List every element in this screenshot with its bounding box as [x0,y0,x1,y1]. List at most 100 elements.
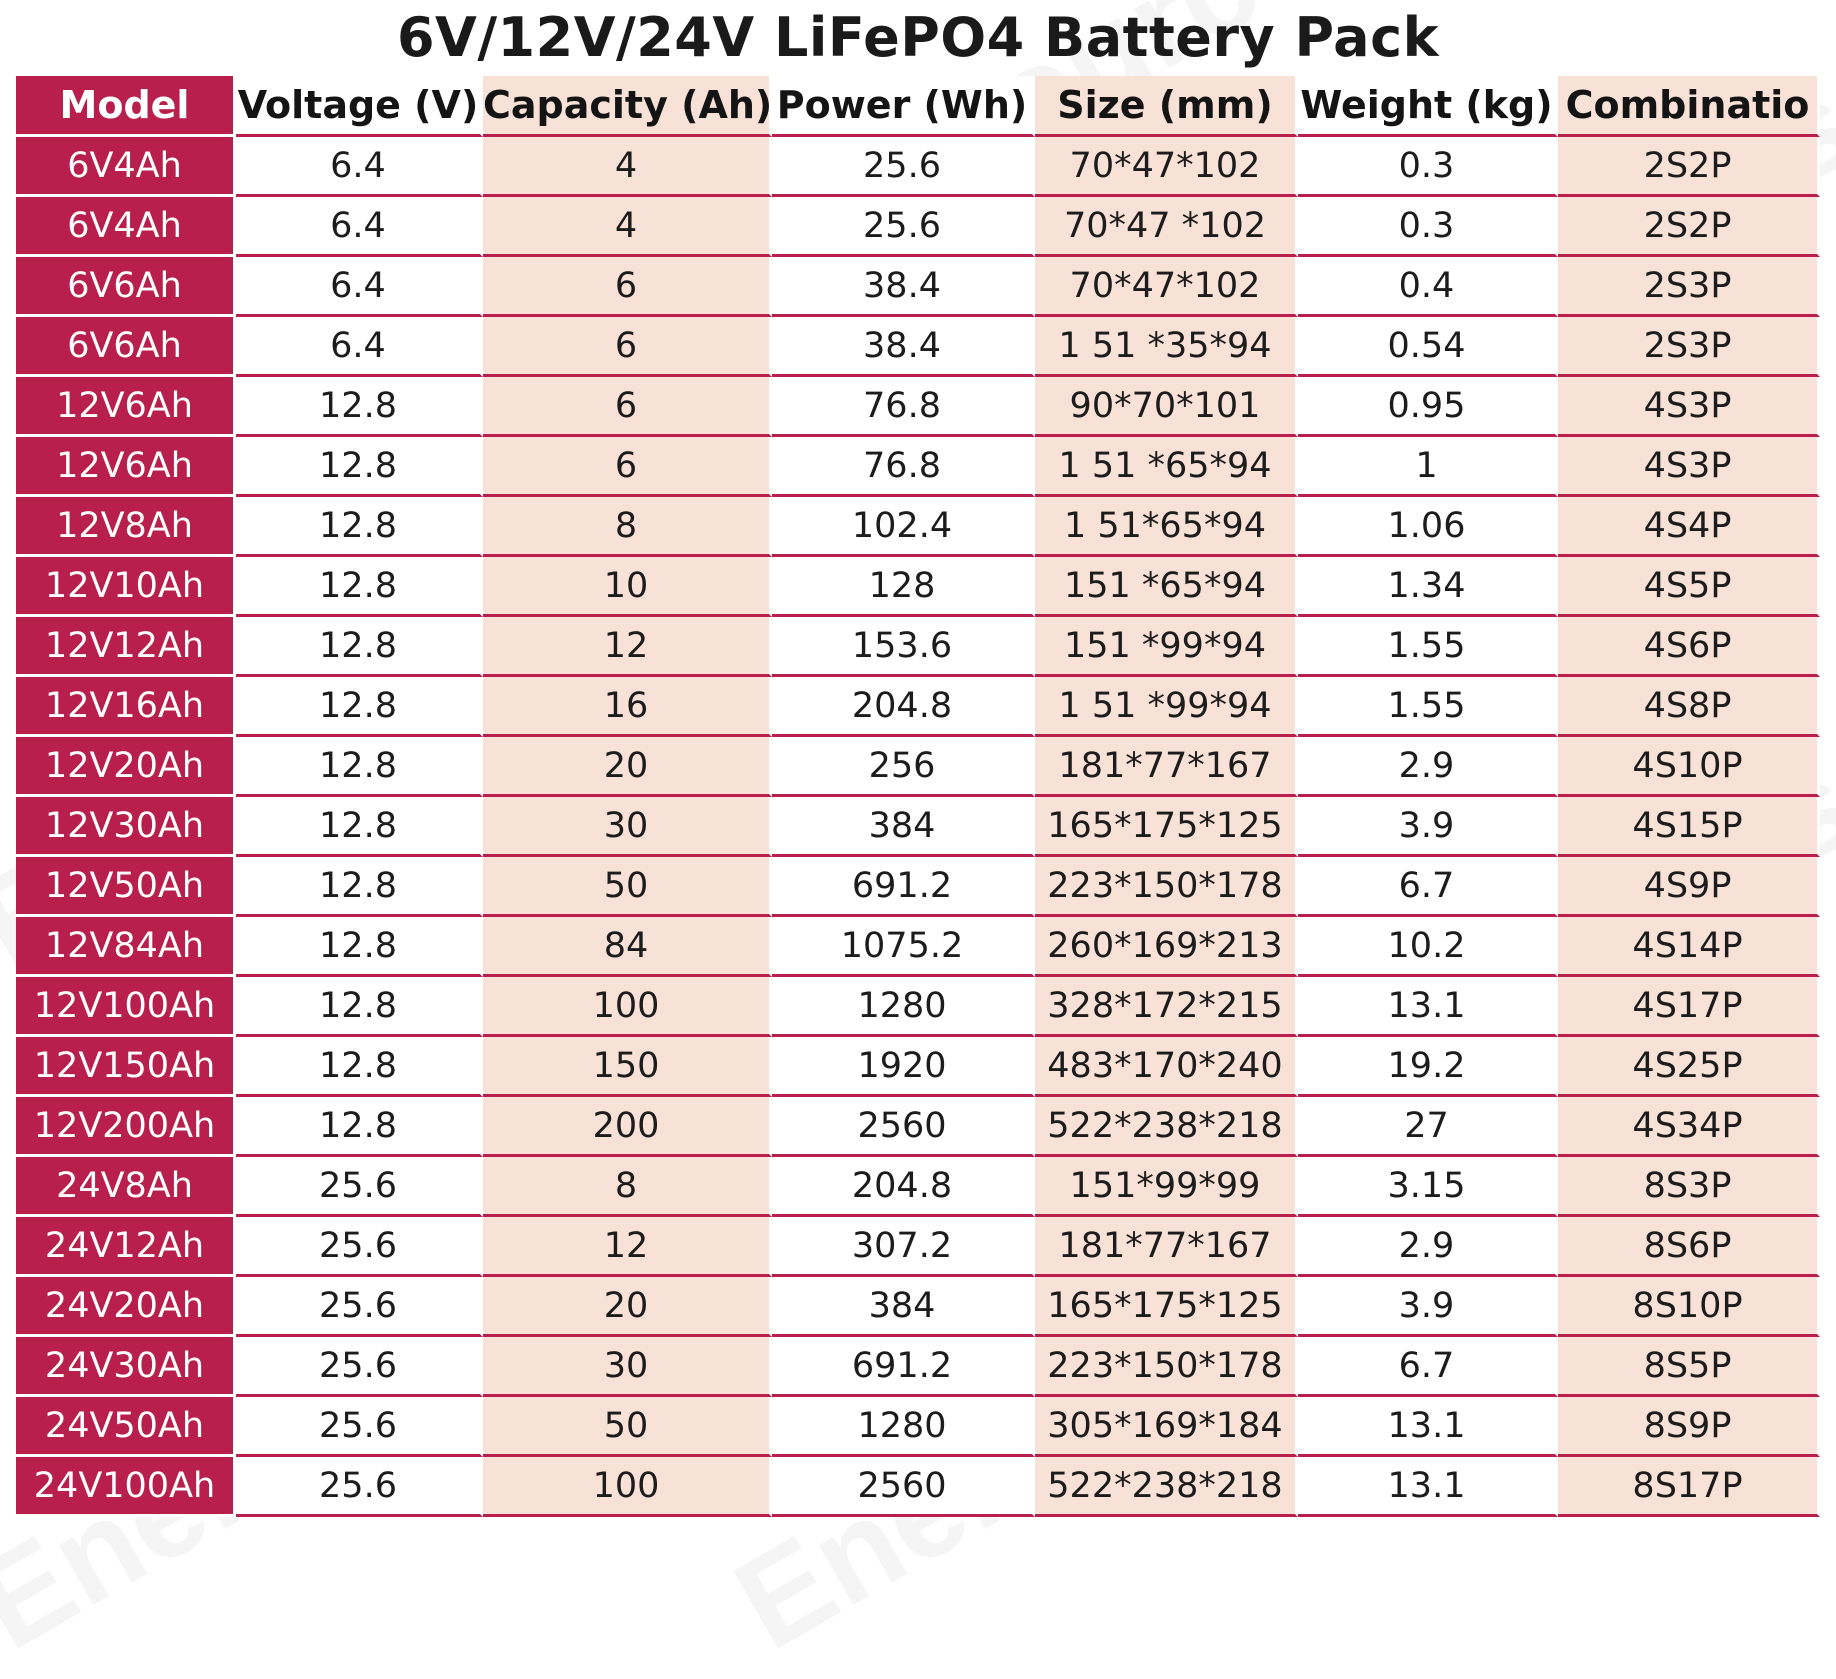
cell-power: 153.6 [772,617,1035,677]
cell-model: 12V50Ah [16,857,236,917]
table-header-row: Model Voltage (V) Capacity (Ah) Power (W… [16,76,1820,137]
cell-capacity: 6 [483,437,772,497]
cell-voltage: 6.4 [236,257,483,317]
cell-combination: 4S34P [1558,1097,1820,1157]
cell-voltage: 12.8 [236,437,483,497]
cell-size: 260*169*213 [1035,917,1298,977]
cell-combination: 4S9P [1558,857,1820,917]
cell-power: 1075.2 [772,917,1035,977]
cell-size: 522*238*218 [1035,1457,1298,1517]
header-model: Model [16,76,236,137]
cell-model: 24V20Ah [16,1277,236,1337]
cell-size: 223*150*178 [1035,1337,1298,1397]
cell-voltage: 12.8 [236,797,483,857]
cell-weight: 19.2 [1298,1037,1558,1097]
cell-power: 204.8 [772,1157,1035,1217]
cell-power: 384 [772,1277,1035,1337]
cell-weight: 13.1 [1298,977,1558,1037]
cell-combination: 8S5P [1558,1337,1820,1397]
table-row: 24V100Ah 25.6 100 2560 522*238*218 13.1 8S17P [16,1457,1820,1517]
cell-model: 12V16Ah [16,677,236,737]
table-row: 6V4Ah 6.4 4 25.6 70*47 *102 0.3 2S2P [16,197,1820,257]
cell-power: 38.4 [772,317,1035,377]
cell-weight: 0.3 [1298,197,1558,257]
cell-model: 12V6Ah [16,437,236,497]
cell-weight: 2.9 [1298,1217,1558,1277]
cell-voltage: 12.8 [236,737,483,797]
cell-weight: 1.55 [1298,617,1558,677]
table-row: 12V8Ah 12.8 8 102.4 1 51*65*94 1.06 4S4P [16,497,1820,557]
cell-combination: 8S9P [1558,1397,1820,1457]
table-row: 6V6Ah 6.4 6 38.4 70*47*102 0.4 2S3P [16,257,1820,317]
cell-weight: 3.9 [1298,1277,1558,1337]
cell-model: 12V100Ah [16,977,236,1037]
cell-capacity: 150 [483,1037,772,1097]
cell-voltage: 12.8 [236,557,483,617]
cell-capacity: 10 [483,557,772,617]
cell-model: 12V200Ah [16,1097,236,1157]
header-size: Size (mm) [1035,76,1298,137]
cell-size: 151*99*99 [1035,1157,1298,1217]
cell-combination: 2S3P [1558,257,1820,317]
cell-capacity: 8 [483,1157,772,1217]
cell-capacity: 16 [483,677,772,737]
cell-combination: 2S3P [1558,317,1820,377]
table-row: 12V12Ah 12.8 12 153.6 151 *99*94 1.55 4S6P [16,617,1820,677]
cell-weight: 0.4 [1298,257,1558,317]
cell-capacity: 12 [483,1217,772,1277]
cell-power: 204.8 [772,677,1035,737]
cell-voltage: 25.6 [236,1217,483,1277]
table-row: 12V16Ah 12.8 16 204.8 1 51 *99*94 1.55 4S8P [16,677,1820,737]
cell-combination: 4S3P [1558,437,1820,497]
cell-capacity: 4 [483,197,772,257]
cell-capacity: 50 [483,1397,772,1457]
cell-voltage: 12.8 [236,617,483,677]
cell-size: 165*175*125 [1035,797,1298,857]
cell-voltage: 25.6 [236,1337,483,1397]
table-row: 24V50Ah 25.6 50 1280 305*169*184 13.1 8S9P [16,1397,1820,1457]
cell-capacity: 6 [483,317,772,377]
table-row: 12V84Ah 12.8 84 1075.2 260*169*213 10.2 4S14P [16,917,1820,977]
cell-power: 25.6 [772,137,1035,197]
cell-weight: 2.9 [1298,737,1558,797]
cell-size: 1 51 *99*94 [1035,677,1298,737]
cell-voltage: 12.8 [236,1037,483,1097]
cell-power: 25.6 [772,197,1035,257]
cell-power: 691.2 [772,857,1035,917]
header-voltage: Voltage (V) [236,76,483,137]
cell-model: 12V6Ah [16,377,236,437]
cell-capacity: 20 [483,737,772,797]
cell-model: 24V8Ah [16,1157,236,1217]
cell-size: 181*77*167 [1035,737,1298,797]
cell-model: 12V150Ah [16,1037,236,1097]
cell-capacity: 6 [483,257,772,317]
battery-spec-table: Model Voltage (V) Capacity (Ah) Power (W… [16,76,1820,1517]
cell-model: 12V84Ah [16,917,236,977]
table-row: 24V8Ah 25.6 8 204.8 151*99*99 3.15 8S3P [16,1157,1820,1217]
cell-weight: 0.3 [1298,137,1558,197]
cell-voltage: 12.8 [236,677,483,737]
cell-voltage: 12.8 [236,1097,483,1157]
table-row: 12V20Ah 12.8 20 256 181*77*167 2.9 4S10P [16,737,1820,797]
cell-capacity: 20 [483,1277,772,1337]
cell-capacity: 8 [483,497,772,557]
cell-model: 12V20Ah [16,737,236,797]
cell-combination: 4S6P [1558,617,1820,677]
cell-weight: 0.95 [1298,377,1558,437]
cell-capacity: 84 [483,917,772,977]
cell-weight: 0.54 [1298,317,1558,377]
table-row: 6V4Ah 6.4 4 25.6 70*47*102 0.3 2S2P [16,137,1820,197]
cell-voltage: 6.4 [236,137,483,197]
cell-capacity: 200 [483,1097,772,1157]
cell-power: 1920 [772,1037,1035,1097]
cell-model: 6V4Ah [16,137,236,197]
table-row: 12V6Ah 12.8 6 76.8 1 51 *65*94 1 4S3P [16,437,1820,497]
cell-model: 24V30Ah [16,1337,236,1397]
cell-model: 6V6Ah [16,317,236,377]
cell-power: 1280 [772,1397,1035,1457]
cell-capacity: 100 [483,977,772,1037]
cell-power: 76.8 [772,437,1035,497]
table-row: 12V200Ah 12.8 200 2560 522*238*218 27 4S34P [16,1097,1820,1157]
cell-weight: 1.55 [1298,677,1558,737]
table-row: 6V6Ah 6.4 6 38.4 1 51 *35*94 0.54 2S3P [16,317,1820,377]
